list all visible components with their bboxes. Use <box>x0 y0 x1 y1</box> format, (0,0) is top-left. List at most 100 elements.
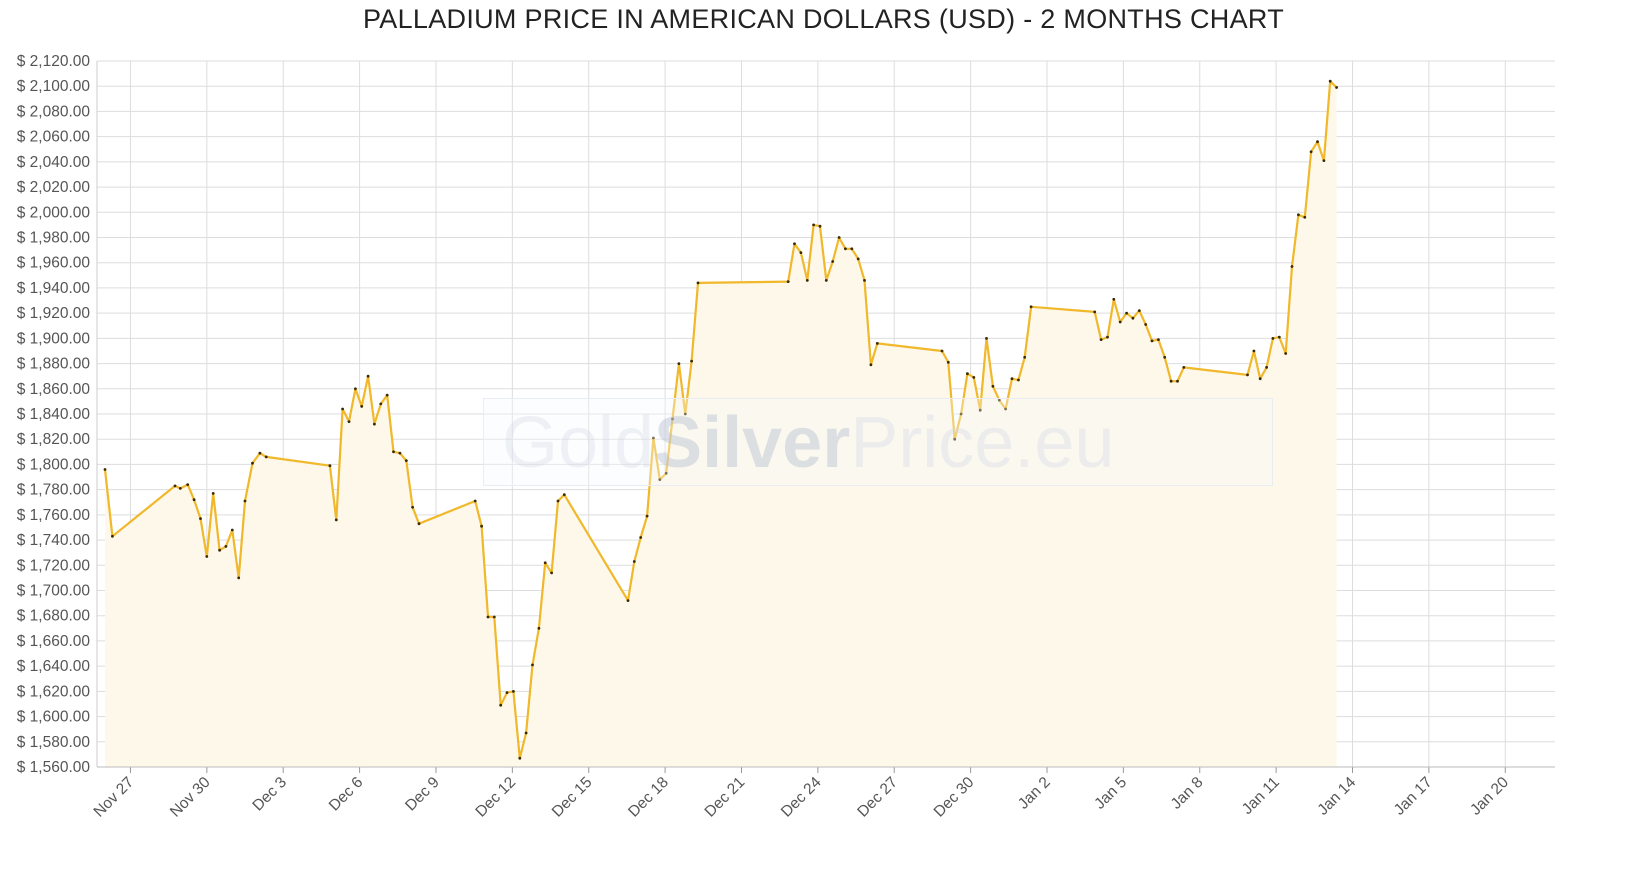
data-point <box>639 536 643 539</box>
data-point <box>1125 311 1128 315</box>
data-point <box>1023 355 1027 359</box>
data-point <box>1252 349 1256 353</box>
x-tick-label: Jan 17 <box>1391 774 1436 819</box>
data-point <box>793 242 796 246</box>
data-point <box>347 420 351 423</box>
x-tick-label: Dec 21 <box>702 774 749 821</box>
data-point <box>959 412 963 416</box>
data-point <box>512 690 515 693</box>
data-point <box>1163 355 1167 359</box>
data-point <box>946 360 950 364</box>
data-point <box>812 223 815 227</box>
marker-layer <box>103 79 1338 760</box>
data-point <box>1303 215 1307 219</box>
data-point <box>417 522 421 526</box>
data-point <box>531 663 534 667</box>
data-point <box>379 402 383 406</box>
watermark-price: Price.eu <box>850 403 1115 483</box>
data-point <box>805 279 809 282</box>
x-tick-label: Nov 30 <box>167 774 214 821</box>
data-point <box>1150 339 1154 343</box>
y-tick-label: $ 1,820.00 <box>17 431 91 448</box>
data-point <box>1144 323 1148 326</box>
y-tick-label: $ 2,020.00 <box>17 179 91 196</box>
watermark-silver: Silver <box>654 403 851 483</box>
y-tick-label: $ 1,700.00 <box>17 583 91 600</box>
x-tick-label: Jan 14 <box>1314 774 1359 819</box>
data-point <box>818 224 822 228</box>
data-point <box>985 337 988 340</box>
data-point <box>178 487 182 490</box>
data-point <box>786 280 790 283</box>
data-point <box>205 555 209 558</box>
data-point <box>1265 366 1268 369</box>
series-area <box>105 81 1337 767</box>
data-point <box>334 518 338 522</box>
x-tick-label: Dec 24 <box>778 774 825 821</box>
y-tick-label: $ 2,060.00 <box>17 129 91 146</box>
data-point <box>652 436 655 440</box>
y-tick-label: $ 1,720.00 <box>17 557 91 574</box>
y-tick-label: $ 1,580.00 <box>17 734 91 751</box>
data-point <box>824 279 828 282</box>
x-tick-label: Nov 27 <box>91 774 138 821</box>
data-point <box>473 499 477 503</box>
data-point <box>850 247 854 251</box>
data-point <box>1010 377 1014 381</box>
watermark: GoldSilverPrice.eu <box>483 398 1273 486</box>
data-point <box>537 626 541 630</box>
x-tick-label: Dec 3 <box>249 774 290 815</box>
y-tick-label: $ 1,940.00 <box>17 280 91 297</box>
data-point <box>831 260 835 263</box>
data-point <box>1137 309 1141 312</box>
data-point <box>499 703 503 707</box>
data-point <box>997 398 1001 402</box>
data-point <box>1284 352 1288 355</box>
data-point <box>373 422 376 426</box>
y-tick-label: $ 2,100.00 <box>17 78 91 95</box>
data-point <box>626 599 630 602</box>
data-point <box>543 561 547 565</box>
data-point <box>486 615 490 619</box>
data-point <box>1176 379 1179 383</box>
y-tick-label: $ 2,040.00 <box>17 154 91 171</box>
data-point <box>211 492 215 495</box>
y-tick-label: $ 1,740.00 <box>17 532 91 549</box>
data-point <box>837 236 841 239</box>
y-tick-label: $ 1,560.00 <box>17 759 91 776</box>
data-point <box>392 450 395 454</box>
chart-title: PALLADIUM PRICE IN AMERICAN DOLLARS (USD… <box>362 4 1285 34</box>
y-tick-label: $ 1,680.00 <box>17 608 91 625</box>
y-tick-label: $ 1,840.00 <box>17 406 91 423</box>
data-point <box>632 560 636 563</box>
x-tick-label: Dec 9 <box>402 774 443 815</box>
x-tick-label: Jan 11 <box>1239 774 1283 818</box>
data-point <box>264 455 268 459</box>
data-point <box>1157 338 1160 341</box>
data-point <box>243 499 247 503</box>
data-point <box>173 484 177 488</box>
data-point <box>1258 377 1262 381</box>
data-point <box>404 459 408 462</box>
y-tick-label: $ 1,960.00 <box>17 255 91 272</box>
data-point <box>972 376 976 379</box>
data-point <box>1017 378 1020 382</box>
data-point <box>103 468 107 471</box>
x-tick-label: Dec 27 <box>854 774 901 821</box>
data-point <box>677 362 681 365</box>
data-point <box>844 247 847 251</box>
data-point <box>645 514 649 518</box>
data-point <box>360 405 364 408</box>
x-tick-label: Jan 2 <box>1015 774 1054 813</box>
data-point <box>940 349 944 353</box>
area-layer <box>105 81 1337 767</box>
data-point <box>385 393 389 397</box>
data-point <box>1131 316 1135 320</box>
data-point <box>224 545 228 548</box>
data-point <box>1271 337 1275 340</box>
data-point <box>251 461 254 465</box>
data-point <box>696 281 700 285</box>
data-point <box>1004 407 1007 411</box>
data-point <box>411 505 414 509</box>
